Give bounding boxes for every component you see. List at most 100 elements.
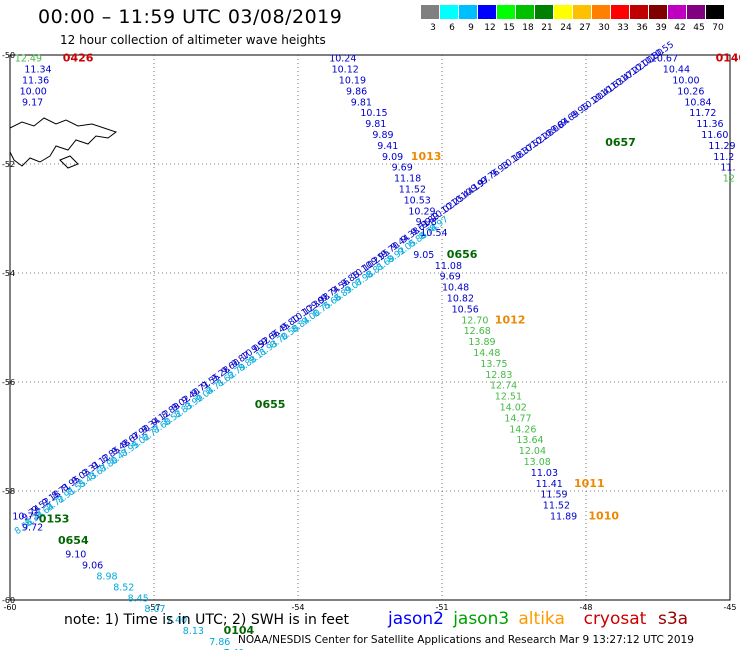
legend-swatch [573,5,591,19]
wave-height-label: 9.17 [22,97,43,108]
legend-swatch [535,5,553,19]
legend-label: 15 [503,23,515,33]
wave-height-label: 11.03 [531,468,558,479]
wave-height-label: 10.84 [684,97,711,108]
satellite-s3a: s3a [658,609,689,629]
wave-height-label: 10.48 [442,283,469,294]
legend-label: 45 [693,23,705,33]
page-title: 00:00 – 11:59 UTC 03/08/2019 [38,6,343,28]
time-label: 1012 [495,313,526,326]
legend-label: 21 [541,23,553,33]
footer-note: note: 1) Time is in UTC; 2) SWH is in fe… [64,612,350,628]
wave-height-label: 9.05 [413,250,434,261]
wave-height-label: 12.83 [485,370,512,381]
y-tick-label: -60 [2,596,15,605]
legend-swatch [440,5,458,19]
wave-height-label: 12.04 [519,446,546,457]
wave-height-label: 13.89 [468,337,495,348]
legend-swatch [516,5,534,19]
legend-swatch [706,5,724,19]
wave-height-label: 7.40 [166,615,187,626]
wave-height-label: 10.12 [332,65,359,76]
wave-height-label: 11.29 [708,141,735,152]
wave-height-label: 8.45 [128,593,149,604]
wave-height-label: 13.64 [516,435,543,446]
legend-swatch [497,5,515,19]
wave-height-label: 10.00 [672,76,699,87]
wave-height-label: 11.52 [399,185,426,196]
wave-height-label: 11.2 [713,152,734,163]
wave-height-label: 10.19 [339,76,366,87]
time-label: 0654 [58,534,89,547]
wave-height-label: 10.44 [663,65,690,76]
legend-label: 39 [655,23,667,33]
time-label: 1010 [588,510,619,523]
time-label: 1011 [574,477,605,490]
legend-swatch [421,5,439,19]
wave-height-label: 11.34 [24,65,51,76]
time-label: 0426 [63,52,94,65]
wave-height-label: 12.70 [461,315,488,326]
legend-swatch [611,5,629,19]
time-label: 0655 [255,398,286,411]
wave-height-label: 8.98 [96,571,117,582]
wave-height-label: 14.48 [473,348,500,359]
legend-swatch [592,5,610,19]
satellite-altika: altika [518,609,565,629]
map-frame [9,54,731,601]
legend-label: 42 [674,23,686,33]
wave-height-label: 11.36 [696,119,723,130]
wave-height-label: 9.81 [351,97,372,108]
wave-height-label: 8.07 [144,604,165,615]
wave-height-label: 11. [720,163,735,174]
legend-swatch [687,5,705,19]
x-tick-label: -54 [291,603,304,612]
x-tick-label: -45 [723,603,736,612]
wave-height-label: 12.74 [490,381,517,392]
time-label: 0140 [716,52,740,65]
x-tick-label: -51 [435,603,448,612]
legend-label: 18 [522,23,534,33]
time-label: 0153 [39,512,70,525]
wave-height-label: 9.98 [416,217,437,228]
wave-height-label: 7.86 [209,637,230,648]
legend-label: 30 [598,23,610,33]
wave-height-label: 9.86 [346,86,367,97]
time-label: 0657 [605,136,636,149]
legend-swatch [668,5,686,19]
wave-height-label: 9.81 [365,119,386,130]
wave-height-label: 10.82 [447,294,474,305]
time-label: 0656 [447,248,478,261]
wave-height-label: 14.77 [504,413,531,424]
wave-height-label: 12.51 [495,392,522,403]
wave-height-label: 10.54 [420,228,447,239]
legend-label: 27 [579,23,591,33]
time-label: 1013 [411,150,442,163]
wave-height-label: 9.89 [372,130,393,141]
wave-height-label: 10.67 [651,54,678,65]
x-tick-label: -48 [579,603,592,612]
wave-height-label: 10.29 [408,206,435,217]
wave-height-label: 11.36 [22,76,49,87]
y-tick-label: -52 [2,160,15,169]
legend-label: 9 [468,23,474,33]
wave-height-label: 11.41 [536,479,563,490]
legend-label: 12 [484,23,496,33]
page-subtitle: 12 hour collection of altimeter wave hei… [60,33,326,47]
satellite-jason3: jason3 [453,609,510,629]
wave-height-label: 9.41 [377,141,398,152]
legend-swatch [478,5,496,19]
wave-height-label: 11.72 [689,108,716,119]
wave-height-label: 9.09 [382,152,403,163]
wave-height-label: 11.60 [701,130,728,141]
satellite-cryosat: cryosat [583,609,647,629]
wave-height-label: 7.41 [224,648,245,650]
wave-height-label: 10.75 [12,512,39,523]
credit-line: NOAA/NESDIS Center for Satellite Applica… [238,634,694,646]
wave-height-label: 10.24 [329,54,356,65]
y-tick-label: -56 [2,378,15,387]
wave-height-label: 9.69 [392,163,413,174]
wave-height-label: 11.08 [435,261,462,272]
wave-height-label: 9.69 [440,272,461,283]
